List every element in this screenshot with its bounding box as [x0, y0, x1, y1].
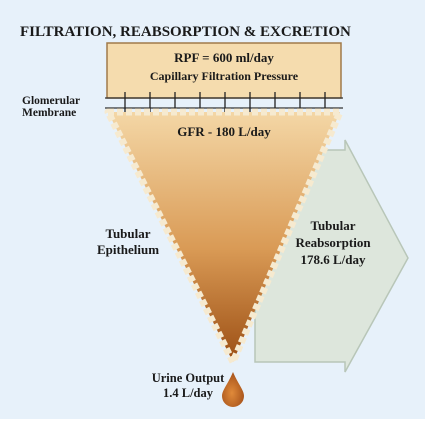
urine-label: 1.4 L/day — [163, 386, 214, 400]
urine-label: Urine Output — [152, 371, 225, 385]
reabsorption-label: 178.6 L/day — [300, 252, 366, 267]
epithelium-label: Tubular — [105, 226, 150, 241]
title: FILTRATION, REABSORPTION & EXCRETION — [20, 24, 351, 40]
membrane-label: Membrane — [22, 107, 76, 119]
top-box-line: RPF = 600 ml/day — [174, 50, 274, 65]
reabsorption-label: Tubular — [310, 218, 355, 233]
gfr-label: GFR - 180 L/day — [177, 124, 271, 139]
top-box-line: Capillary Filtration Pressure — [150, 69, 299, 83]
urine-drop — [222, 372, 244, 407]
filtration-arrows — [105, 97, 343, 109]
tubule — [104, 108, 344, 366]
reabsorption-label: Reabsorption — [295, 235, 371, 250]
top-box — [106, 42, 342, 99]
membrane-label: Glomerular — [22, 95, 80, 107]
epithelium-label: Epithelium — [97, 242, 159, 257]
